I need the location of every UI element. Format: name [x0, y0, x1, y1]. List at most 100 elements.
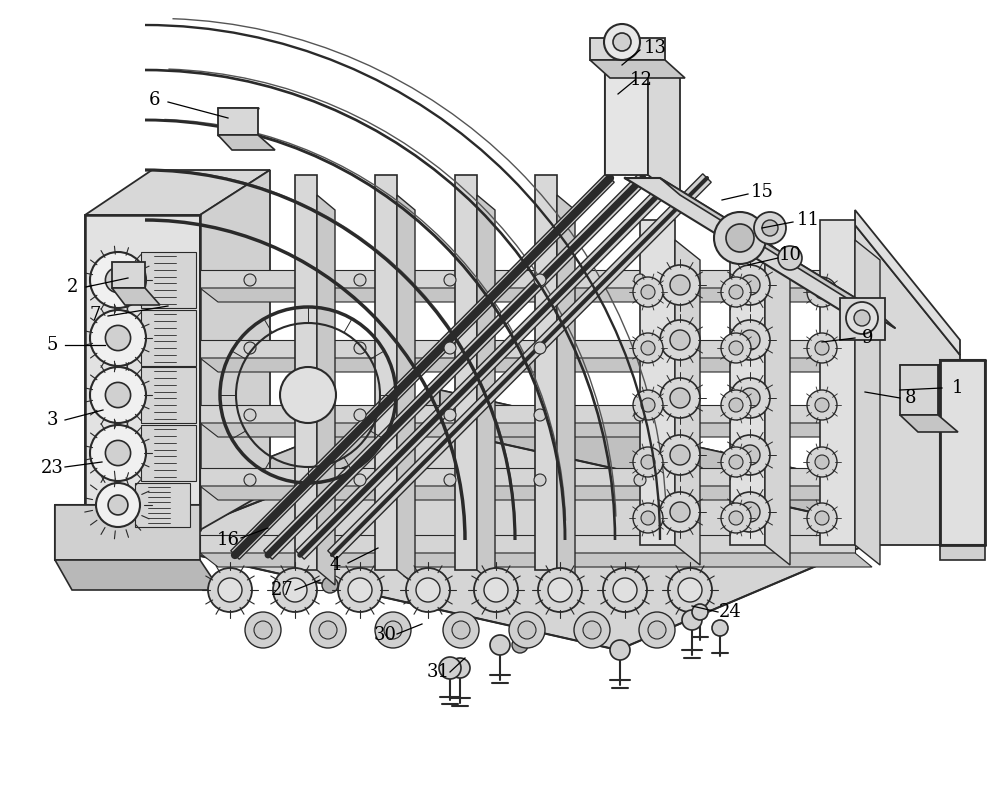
Polygon shape — [477, 195, 495, 585]
Circle shape — [721, 503, 751, 533]
Polygon shape — [55, 560, 220, 590]
Circle shape — [604, 24, 640, 60]
Circle shape — [730, 320, 770, 360]
Polygon shape — [648, 60, 680, 200]
Circle shape — [509, 612, 545, 648]
Circle shape — [96, 483, 140, 527]
Circle shape — [273, 568, 317, 612]
Polygon shape — [590, 38, 665, 60]
Polygon shape — [85, 390, 960, 650]
Polygon shape — [200, 553, 872, 567]
Circle shape — [754, 212, 786, 244]
Circle shape — [815, 341, 829, 355]
Circle shape — [319, 621, 337, 639]
Circle shape — [641, 398, 655, 412]
Polygon shape — [675, 240, 700, 565]
Circle shape — [90, 367, 146, 423]
Polygon shape — [940, 545, 985, 560]
Circle shape — [721, 390, 751, 420]
Circle shape — [721, 447, 751, 477]
Polygon shape — [85, 170, 270, 215]
Circle shape — [670, 330, 690, 350]
Circle shape — [406, 568, 450, 612]
Circle shape — [639, 612, 675, 648]
Bar — [141, 367, 196, 423]
Circle shape — [633, 390, 663, 420]
Text: 4: 4 — [329, 556, 341, 574]
Polygon shape — [765, 240, 790, 565]
Circle shape — [244, 409, 256, 421]
Text: 1: 1 — [952, 379, 964, 397]
Circle shape — [660, 378, 700, 418]
Circle shape — [444, 274, 456, 286]
Circle shape — [670, 275, 690, 295]
Circle shape — [729, 285, 743, 299]
Bar — [141, 252, 196, 308]
Circle shape — [692, 604, 708, 620]
Circle shape — [729, 511, 743, 525]
Polygon shape — [317, 195, 335, 585]
Circle shape — [648, 621, 666, 639]
Circle shape — [729, 455, 743, 469]
Circle shape — [474, 568, 518, 612]
Circle shape — [815, 285, 829, 299]
Circle shape — [444, 474, 456, 486]
Circle shape — [105, 383, 131, 408]
Text: 30: 30 — [374, 626, 396, 644]
Circle shape — [384, 621, 402, 639]
Polygon shape — [455, 175, 477, 570]
Circle shape — [726, 224, 754, 252]
Circle shape — [712, 620, 728, 636]
Circle shape — [641, 285, 655, 299]
Polygon shape — [940, 360, 985, 545]
Circle shape — [815, 398, 829, 412]
Circle shape — [807, 447, 837, 477]
Polygon shape — [200, 288, 872, 302]
Circle shape — [807, 333, 837, 363]
Text: 5: 5 — [46, 336, 58, 354]
Text: 6: 6 — [149, 91, 161, 109]
Circle shape — [634, 474, 646, 486]
Circle shape — [90, 252, 146, 308]
Circle shape — [283, 578, 307, 602]
Circle shape — [538, 568, 582, 612]
Circle shape — [603, 568, 647, 612]
Polygon shape — [200, 170, 270, 530]
Circle shape — [348, 578, 372, 602]
Circle shape — [634, 274, 646, 286]
Circle shape — [452, 621, 470, 639]
Polygon shape — [605, 42, 648, 175]
Circle shape — [490, 635, 510, 655]
Circle shape — [105, 267, 131, 293]
Circle shape — [518, 621, 536, 639]
Text: 9: 9 — [862, 329, 874, 347]
Circle shape — [548, 578, 572, 602]
Polygon shape — [218, 135, 275, 150]
Polygon shape — [85, 390, 440, 570]
Circle shape — [660, 435, 700, 475]
Circle shape — [534, 274, 546, 286]
Circle shape — [108, 495, 128, 515]
Polygon shape — [200, 270, 855, 288]
Circle shape — [740, 330, 760, 350]
Polygon shape — [231, 174, 614, 559]
Circle shape — [574, 612, 610, 648]
Circle shape — [90, 310, 146, 366]
Circle shape — [338, 568, 382, 612]
Polygon shape — [535, 175, 557, 570]
Circle shape — [322, 577, 338, 593]
Circle shape — [854, 310, 870, 326]
Circle shape — [610, 640, 630, 660]
Text: 15: 15 — [751, 183, 773, 201]
Polygon shape — [200, 405, 855, 423]
Circle shape — [660, 320, 700, 360]
Circle shape — [807, 503, 837, 533]
Circle shape — [583, 621, 601, 639]
Circle shape — [484, 578, 508, 602]
Polygon shape — [328, 174, 711, 559]
Circle shape — [668, 568, 712, 612]
Circle shape — [254, 621, 272, 639]
Polygon shape — [590, 60, 685, 78]
Circle shape — [534, 342, 546, 354]
Circle shape — [641, 455, 655, 469]
